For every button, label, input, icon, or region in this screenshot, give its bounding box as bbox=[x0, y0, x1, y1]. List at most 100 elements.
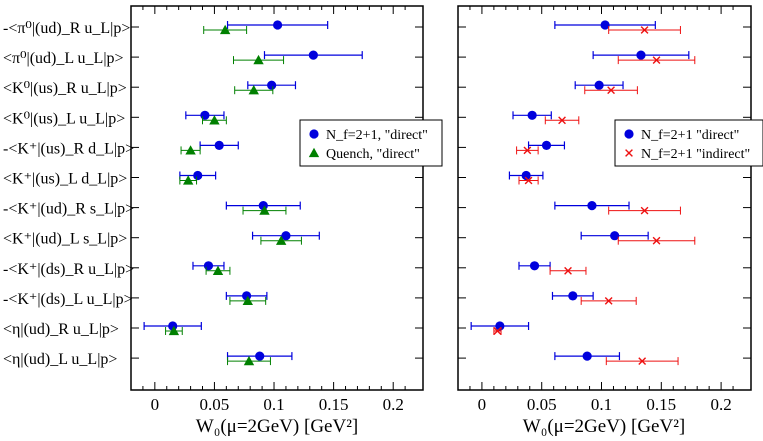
row-label: <K⁺|(us)_L d_L|p> bbox=[3, 171, 127, 188]
right-plot-frame bbox=[457, 5, 752, 391]
circle-marker bbox=[600, 20, 610, 30]
data-point bbox=[617, 236, 696, 245]
data-point bbox=[554, 201, 630, 211]
data-point bbox=[234, 85, 274, 95]
x-tick-label: 0.05 bbox=[200, 395, 230, 414]
data-point bbox=[580, 296, 637, 305]
data-point bbox=[608, 26, 681, 34]
data-point bbox=[232, 54, 285, 65]
left-x-axis-label: W₀(μ=2GeV) [GeV²] bbox=[196, 416, 358, 437]
data-point bbox=[260, 235, 302, 245]
row-label: -<K⁺|(us)_R d_L|p> bbox=[3, 140, 134, 157]
data-point bbox=[179, 175, 198, 185]
cross-marker bbox=[524, 176, 533, 185]
row-label: <η|(ud)_R u_L|p> bbox=[3, 321, 119, 338]
row-label: -<π⁰|(ud)_R u_L|p> bbox=[3, 20, 130, 37]
row-label: <π⁰|(ud)_L u_L|p> bbox=[3, 50, 124, 67]
x-tick-label: 0 bbox=[478, 395, 487, 414]
data-point bbox=[247, 80, 297, 90]
data-point bbox=[180, 145, 201, 155]
legend-triangle-icon bbox=[308, 147, 320, 158]
data-point bbox=[226, 351, 293, 361]
data-point bbox=[470, 321, 530, 331]
data-point bbox=[580, 231, 649, 241]
data-point bbox=[205, 265, 231, 275]
cross-marker bbox=[564, 266, 572, 275]
right-axis-ticks: 0 0.05 0.1 0.15 0.2 bbox=[458, 6, 751, 414]
circle-marker bbox=[272, 20, 283, 30]
cross-marker bbox=[607, 86, 615, 95]
cross-marker bbox=[652, 236, 661, 245]
legend-circle-icon bbox=[309, 129, 319, 139]
triangle-marker bbox=[243, 355, 255, 366]
cross-marker bbox=[640, 206, 649, 215]
data-point bbox=[508, 170, 544, 181]
data-point bbox=[242, 205, 287, 215]
cross-marker bbox=[604, 297, 613, 305]
circle-marker bbox=[610, 231, 620, 241]
circle-marker bbox=[267, 80, 277, 90]
row-label: -<K⁺|(ud)_R s_L|p> bbox=[3, 201, 134, 218]
cross-marker bbox=[640, 26, 649, 34]
x-tick-label: 0.15 bbox=[319, 395, 349, 414]
row-label: -<K⁺|(ds)_R u_L|p> bbox=[3, 261, 134, 278]
circle-marker bbox=[200, 110, 210, 120]
triangle-marker bbox=[212, 265, 224, 275]
data-point bbox=[554, 20, 656, 30]
left-panel: 0 0.05 0.1 0.15 0.2 N_f=2+1, "direct" Quench,… bbox=[130, 5, 443, 437]
cross-marker bbox=[558, 116, 566, 125]
data-point bbox=[551, 291, 594, 301]
circle-marker bbox=[529, 261, 540, 271]
cross-marker bbox=[523, 146, 532, 155]
circle-marker bbox=[255, 351, 265, 361]
x-tick-label: 0.2 bbox=[710, 395, 731, 414]
triangle-marker bbox=[219, 24, 231, 35]
circle-marker bbox=[214, 140, 224, 150]
data-point bbox=[527, 140, 566, 150]
data-point bbox=[493, 327, 502, 335]
data-point bbox=[518, 176, 539, 185]
data-point bbox=[592, 50, 690, 60]
circle-marker bbox=[527, 110, 537, 120]
triangle-marker bbox=[183, 175, 194, 185]
circle-marker bbox=[582, 351, 592, 361]
cross-marker bbox=[652, 56, 661, 64]
row-label: <K⁺|(ud)_L s_L|p> bbox=[3, 231, 127, 248]
row-label: <K⁰|(us)_L u_L|p> bbox=[3, 110, 125, 127]
triangle-marker bbox=[242, 295, 253, 306]
triangle-marker bbox=[185, 145, 196, 155]
legend-box bbox=[614, 119, 763, 167]
legend-box bbox=[299, 119, 443, 167]
row-labels: -<π⁰|(ud)_R u_L|p> <π⁰|(ud)_L u_L|p> <K⁰|(… bbox=[3, 20, 134, 368]
circle-marker bbox=[541, 140, 552, 150]
x-tick-label: 0.05 bbox=[527, 395, 557, 414]
row-label: <K⁰|(us)_R u_L|p> bbox=[3, 80, 127, 97]
cross-marker bbox=[638, 357, 647, 365]
data-point bbox=[549, 266, 587, 275]
data-point bbox=[263, 50, 363, 60]
triangle-marker bbox=[253, 54, 264, 65]
data-point bbox=[544, 116, 580, 125]
data-point bbox=[554, 351, 621, 361]
cross-marker bbox=[493, 327, 502, 335]
left-plot-frame bbox=[130, 5, 424, 391]
triangle-marker bbox=[275, 235, 287, 245]
circle-marker bbox=[636, 50, 646, 60]
legend-entry: N_f=2+1, "direct" bbox=[326, 128, 428, 143]
legend-entry: N_f=2+1 "indirect" bbox=[641, 147, 750, 162]
triangle-marker bbox=[168, 325, 180, 336]
legend-cross-icon bbox=[625, 149, 633, 157]
left-legend: N_f=2+1, "direct" Quench, "direct" bbox=[299, 119, 443, 167]
circle-marker bbox=[594, 80, 604, 90]
left-axis-ticks: 0 0.05 0.1 0.15 0.2 bbox=[131, 6, 423, 414]
triangle-marker bbox=[259, 205, 270, 215]
data-point bbox=[574, 80, 624, 90]
x-tick-label: 0 bbox=[151, 395, 160, 414]
data-point bbox=[518, 261, 551, 271]
data-point bbox=[199, 140, 239, 150]
legend-circle-icon bbox=[624, 129, 634, 139]
data-point bbox=[229, 295, 267, 306]
data-point bbox=[516, 146, 539, 155]
data-point bbox=[226, 20, 329, 30]
